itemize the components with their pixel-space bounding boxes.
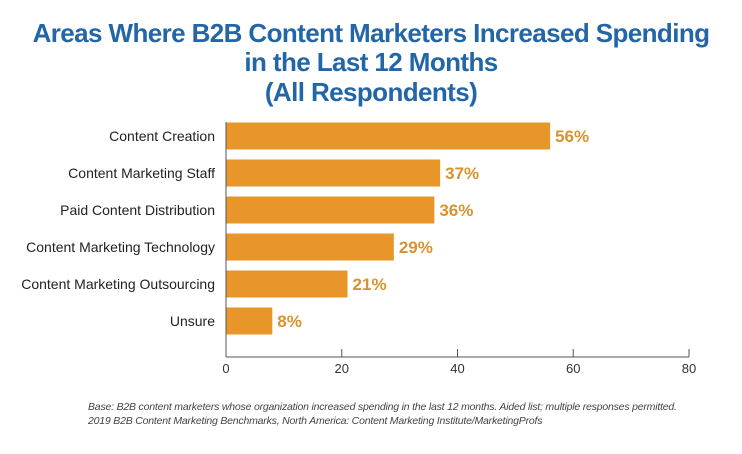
x-tick-label-3: 60 bbox=[566, 361, 580, 376]
footnote-base: Base: B2B content marketers whose organi… bbox=[88, 401, 677, 413]
data-label-4: 21% bbox=[353, 275, 387, 294]
data-label-5: 8% bbox=[277, 312, 302, 331]
x-tick-label-0: 0 bbox=[222, 361, 229, 376]
bar-4 bbox=[226, 270, 348, 298]
bar-3 bbox=[226, 233, 394, 261]
category-label-0: Content Creation bbox=[109, 128, 215, 144]
chart-title-line-1: Areas Where B2B Content Marketers Increa… bbox=[32, 18, 710, 48]
category-label-5: Unsure bbox=[170, 313, 215, 329]
bar-0 bbox=[226, 122, 551, 150]
category-label-4: Content Marketing Outsourcing bbox=[21, 276, 215, 292]
data-label-1: 37% bbox=[445, 164, 479, 183]
footnote-source: 2019 B2B Content Marketing Benchmarks, N… bbox=[88, 415, 543, 427]
category-label-2: Paid Content Distribution bbox=[60, 202, 215, 218]
chart-title-line-3: (All Respondents) bbox=[264, 77, 478, 107]
x-tick-label-1: 20 bbox=[335, 361, 349, 376]
bar-1 bbox=[226, 159, 441, 187]
category-label-1: Content Marketing Staff bbox=[68, 165, 215, 181]
bar-2 bbox=[226, 196, 435, 224]
data-label-0: 56% bbox=[555, 127, 589, 146]
category-label-3: Content Marketing Technology bbox=[26, 239, 215, 255]
x-tick-label-2: 40 bbox=[450, 361, 464, 376]
bar-5 bbox=[226, 307, 273, 335]
x-tick-label-4: 80 bbox=[682, 361, 696, 376]
data-label-2: 36% bbox=[439, 201, 473, 220]
data-label-3: 29% bbox=[399, 238, 433, 257]
chart-title-line-2: in the Last 12 Months bbox=[244, 47, 498, 77]
